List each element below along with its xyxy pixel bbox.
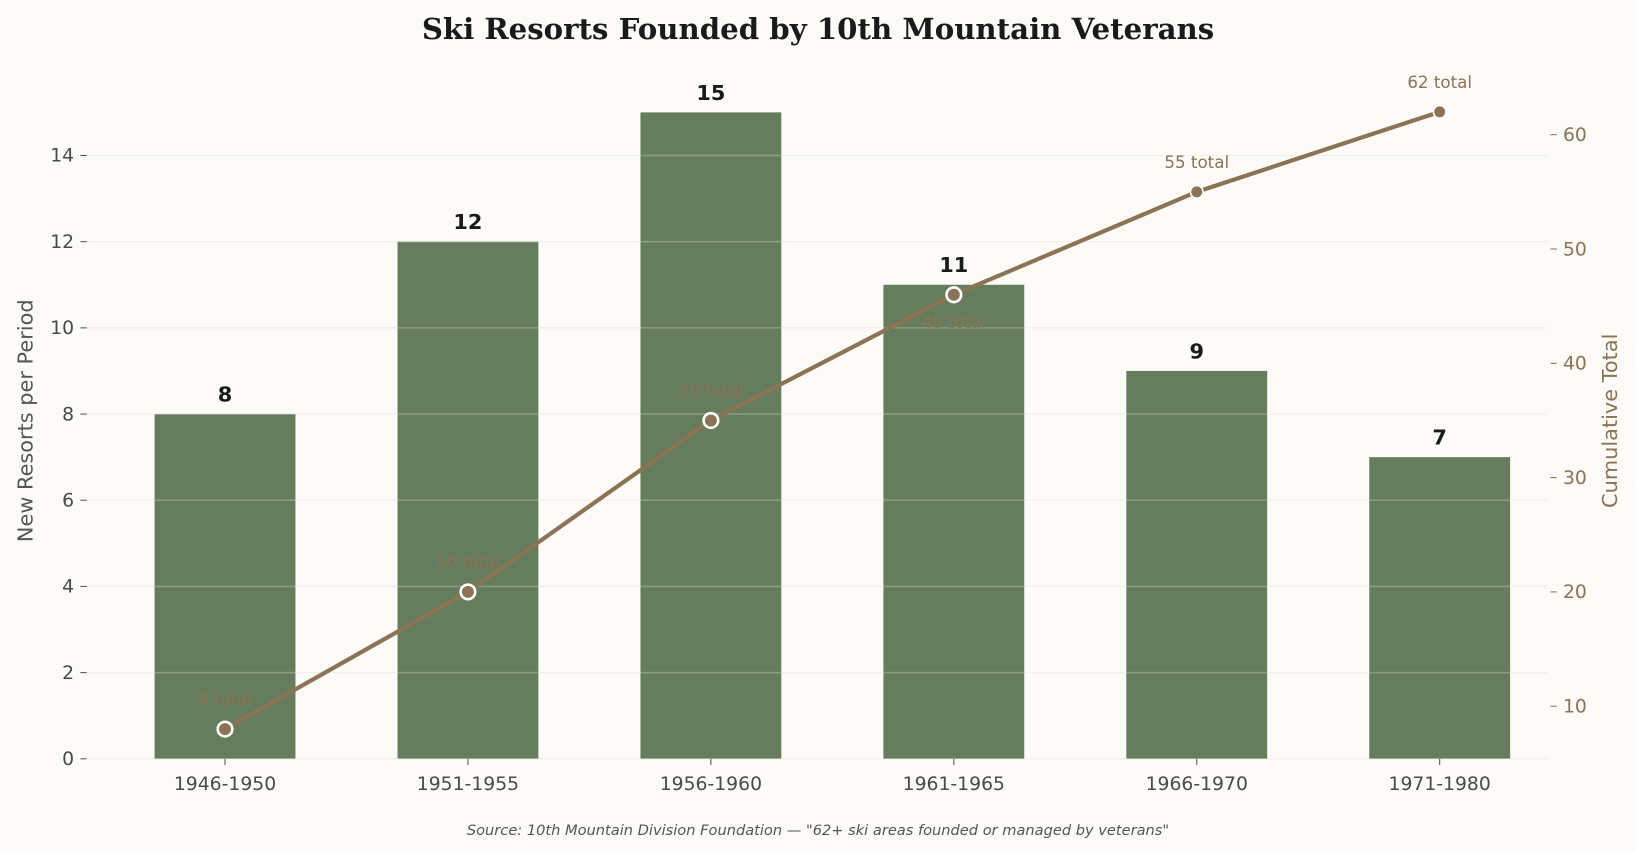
line-point <box>216 720 234 738</box>
y-axis-label: New Resorts per Period <box>13 299 37 542</box>
x-tick-label: 1971-1980 <box>1389 774 1491 795</box>
chart-title: Ski Resorts Founded by 10th Mountain Vet… <box>422 12 1214 46</box>
bar <box>397 241 539 759</box>
axes: 0 2 4 6 8 10 12 14 10 20 30 40 50 60 1946-1950 1951-195… <box>50 125 1587 795</box>
line-point-label: 46 total <box>921 313 986 332</box>
line-point <box>1189 184 1204 199</box>
line-point-label: 35 total <box>679 381 744 400</box>
line-point <box>459 583 477 601</box>
y-tick-label: 6 <box>62 490 74 511</box>
line-path <box>223 109 1441 731</box>
grid-overlay <box>86 154 1548 760</box>
y2-tick-label: 50 <box>1563 239 1587 260</box>
line-point <box>702 411 720 430</box>
bar-value-label: 7 <box>1432 426 1447 450</box>
x-tick-label: 1961-1965 <box>903 774 1005 795</box>
bar <box>1126 370 1268 759</box>
bar <box>883 284 1025 759</box>
y2-tick-label: 10 <box>1563 696 1587 717</box>
line-point-label: 8 total <box>198 690 252 709</box>
y2-tick-label: 60 <box>1563 125 1587 146</box>
grid <box>86 154 1548 760</box>
y2-tick-label: 20 <box>1563 582 1587 603</box>
y-tick-label: 4 <box>62 577 74 598</box>
y-tick-label: 10 <box>50 318 74 339</box>
bar <box>640 112 782 759</box>
x-tick-label: 1956-1960 <box>660 774 762 795</box>
y-tick-label: 8 <box>62 404 74 425</box>
line-point-label: 62 total <box>1407 73 1472 92</box>
line-point <box>945 286 963 304</box>
cumulative-line: 8 total 20 total 35 total 46 total 55 total 6… <box>198 73 1472 738</box>
y-tick-label: 2 <box>62 663 74 684</box>
y2-tick-label: 30 <box>1563 468 1587 489</box>
y-tick-label: 12 <box>50 232 74 253</box>
bar-value-label: 11 <box>939 253 968 277</box>
bar-value-label: 12 <box>453 210 482 234</box>
bar <box>1369 457 1511 759</box>
bars: 8 12 15 11 9 7 <box>154 81 1511 759</box>
y-tick-label: 0 <box>62 749 74 770</box>
line-point-label: 55 total <box>1164 153 1229 172</box>
line-point <box>1432 104 1447 119</box>
bar-value-label: 8 <box>218 383 233 407</box>
y-tick-label: 14 <box>50 146 74 167</box>
line-point-label: 20 total <box>436 553 501 572</box>
y2-tick-label: 40 <box>1563 354 1587 375</box>
y2-axis-label: Cumulative Total <box>1598 334 1622 508</box>
x-tick-label: 1951-1955 <box>417 774 519 795</box>
source-note: Source: 10th Mountain Division Foundatio… <box>467 822 1169 839</box>
bar-value-label: 9 <box>1189 339 1204 363</box>
bar-value-label: 15 <box>696 81 725 105</box>
x-tick-label: 1946-1950 <box>174 774 276 795</box>
x-tick-label: 1966-1970 <box>1146 774 1248 795</box>
